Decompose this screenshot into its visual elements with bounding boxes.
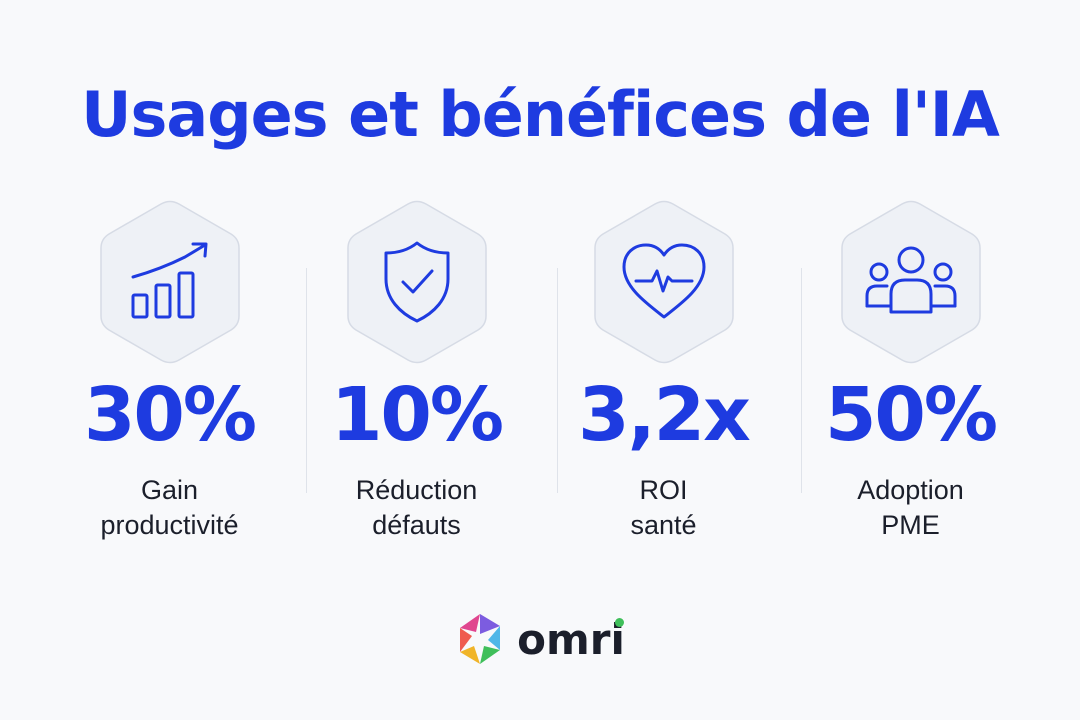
- stat-label: Gain productivité: [46, 473, 293, 543]
- growth-chart-icon: [131, 242, 207, 319]
- stat-value: 10%: [330, 372, 504, 458]
- hexagon-badge: [95, 198, 245, 366]
- stat-label-line: défauts: [372, 510, 461, 540]
- hexagon-badge: [836, 198, 986, 366]
- brand-dot: [614, 617, 624, 627]
- stat-sme-adoption: 50% Adoption PME: [787, 190, 1034, 560]
- divider: [557, 268, 558, 493]
- stat-label-line: santé: [630, 510, 697, 540]
- brand-name: omri: [517, 615, 625, 664]
- stat-value: 3,2x: [578, 372, 751, 458]
- stat-label-line: ROI: [639, 475, 688, 505]
- stat-value: 50%: [824, 372, 998, 458]
- divider: [306, 268, 307, 493]
- stat-label: ROI santé: [540, 473, 787, 543]
- stat-label: Réduction défauts: [293, 473, 540, 543]
- shield-check-icon: [384, 241, 449, 323]
- heart-pulse-icon: [622, 243, 705, 319]
- stat-defects: 10% Réduction défauts: [293, 190, 540, 560]
- brand-wordmark: omri: [517, 614, 625, 664]
- stat-label-line: productivité: [100, 510, 239, 540]
- hexagon-badge: [589, 198, 739, 366]
- people-group-icon: [865, 246, 956, 314]
- page-title: Usages et bénéfices de l'IA: [81, 78, 1000, 151]
- stat-label-line: PME: [881, 510, 940, 540]
- stat-label-line: Adoption: [857, 475, 964, 505]
- stat-label-line: Réduction: [355, 475, 478, 505]
- omri-hexagon-logo: [460, 614, 501, 664]
- stat-label: Adoption PME: [787, 473, 1034, 543]
- hexagon-badge: [342, 198, 492, 366]
- stats-row: 30% Gain productivité 10% Réduction défa…: [46, 190, 1034, 560]
- divider: [801, 268, 802, 493]
- stat-label-line: Gain: [140, 475, 199, 505]
- stat-health-roi: 3,2x ROI santé: [540, 190, 787, 560]
- stat-productivity: 30% Gain productivité: [46, 190, 293, 560]
- brand: omri: [0, 612, 1080, 666]
- stat-value: 30%: [83, 372, 257, 458]
